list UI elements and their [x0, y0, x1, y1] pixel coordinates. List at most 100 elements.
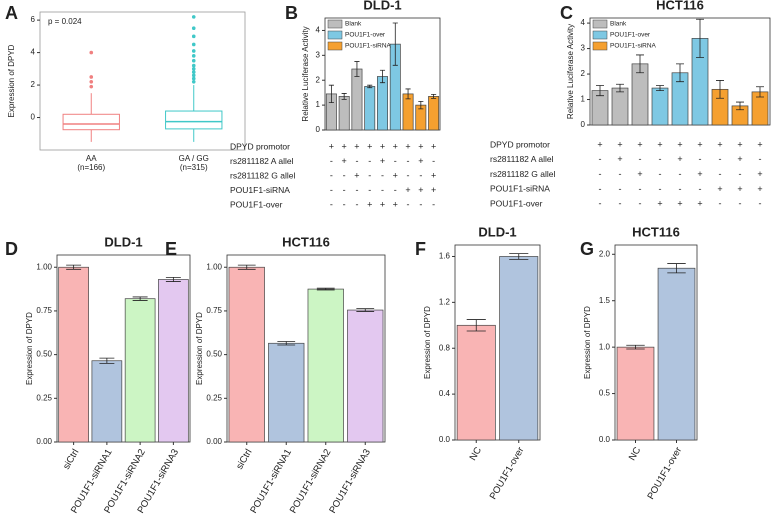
table-cell: -: [699, 184, 702, 194]
y-axis-label: Relative Luciferase Activity: [566, 24, 575, 119]
table-cell: -: [330, 156, 333, 166]
y-tick-label: 0.25: [206, 393, 222, 402]
chart-title: DLD-1: [478, 224, 516, 239]
outlier: [191, 54, 196, 58]
error-bar: [341, 93, 347, 100]
table-cell: -: [619, 199, 622, 209]
table-cell: +: [597, 139, 602, 149]
table-cell: -: [419, 199, 422, 209]
table-cell: +: [757, 169, 762, 179]
y-tick-label: 2: [316, 75, 321, 84]
table-cell: -: [659, 184, 662, 194]
y-tick-label: 1.0: [599, 342, 611, 351]
error-bar: [356, 308, 375, 312]
x-tick-label: siCtrl: [234, 447, 254, 471]
table-cell: -: [599, 169, 602, 179]
error-bar: [328, 84, 334, 104]
outlier: [89, 75, 94, 79]
y-axis-label: Expression of DPYD: [25, 312, 34, 385]
error-bar: [696, 18, 704, 58]
y-tick-label: 0.4: [439, 389, 451, 398]
panel-letter: B: [285, 3, 298, 23]
y-tick-label: 0.00: [36, 437, 52, 446]
table-cell: -: [679, 169, 682, 179]
panel-letter: G: [580, 239, 594, 259]
table-cell: +: [380, 199, 385, 209]
y-tick-label: 3: [316, 50, 321, 59]
bar: [428, 96, 440, 131]
error-bar: [367, 84, 373, 89]
legend-label: Blank: [345, 21, 362, 28]
outlier: [191, 42, 196, 47]
table-cell: -: [355, 185, 358, 195]
table-cell: -: [639, 154, 642, 164]
x-tick-note: (n=166): [77, 163, 105, 172]
panel-letter: F: [415, 239, 426, 259]
table-cell: +: [380, 141, 385, 151]
y-tick-label: 2.0: [599, 249, 611, 258]
table-cell: +: [431, 141, 436, 151]
error-bar: [379, 69, 386, 84]
plot-frame: [39, 11, 246, 151]
error-bar: [165, 276, 181, 282]
table-cell: +: [329, 141, 334, 151]
table-cell: -: [599, 184, 602, 194]
legend-label: Blank: [610, 21, 627, 28]
table-cell: +: [418, 185, 423, 195]
table-cell: +: [757, 184, 762, 194]
bar: [58, 266, 89, 443]
outlier: [191, 73, 196, 78]
table-cell: -: [659, 169, 662, 179]
y-tick-label: 1.00: [206, 262, 222, 271]
table-row-label: POU1F1-over: [230, 199, 283, 209]
bar: [611, 87, 629, 126]
table-row-label: rs2811182 A allel: [230, 156, 294, 166]
table-cell: +: [405, 185, 410, 195]
table-cell: +: [393, 199, 398, 209]
outlier: [191, 76, 196, 81]
outlier: [191, 26, 196, 31]
table-cell: +: [637, 139, 642, 149]
y-tick-label: 3: [581, 44, 586, 53]
legend-swatch: [592, 30, 608, 40]
y-tick-label: 0.75: [36, 306, 52, 315]
x-tick-label: NC: [468, 445, 484, 463]
x-tick-label: POU1F1-siRNA3: [327, 447, 373, 514]
outlier: [191, 58, 196, 63]
table-cell: -: [719, 169, 722, 179]
x-tick-label: NC: [627, 445, 643, 463]
table-cell: +: [677, 154, 682, 164]
legend-swatch: [592, 41, 608, 51]
table-cell: +: [431, 185, 436, 195]
error-bar: [636, 54, 644, 74]
table-cell: +: [697, 139, 702, 149]
table-cell: -: [739, 169, 742, 179]
plot-frame: [614, 244, 698, 441]
table-cell: +: [637, 169, 642, 179]
table-cell: -: [739, 199, 742, 209]
chart-title: HCT116: [632, 224, 680, 239]
bar: [307, 288, 344, 443]
bar: [364, 86, 376, 131]
y-tick-label: 0: [316, 125, 321, 134]
y-tick-label: 0: [31, 113, 36, 122]
y-axis-label: Expression of DPYD: [583, 306, 592, 379]
table-row-label: POU1F1-siRNA: [230, 185, 290, 195]
bar: [456, 324, 496, 441]
outlier: [191, 70, 196, 74]
bar: [91, 360, 123, 443]
table-cell: -: [343, 170, 346, 180]
table-cell: +: [737, 184, 742, 194]
y-tick-label: 2: [31, 80, 36, 89]
table-cell: -: [394, 185, 397, 195]
table-cell: -: [381, 170, 384, 180]
table-cell: -: [330, 170, 333, 180]
error-bar: [392, 22, 398, 66]
panel-letter: E: [165, 239, 177, 259]
table-cell: +: [393, 170, 398, 180]
legend-label: POU1F1-siRNA: [610, 43, 657, 50]
table-cell: -: [355, 156, 358, 166]
panel-letter: C: [560, 3, 573, 23]
bar: [499, 256, 539, 441]
bar: [377, 76, 388, 131]
